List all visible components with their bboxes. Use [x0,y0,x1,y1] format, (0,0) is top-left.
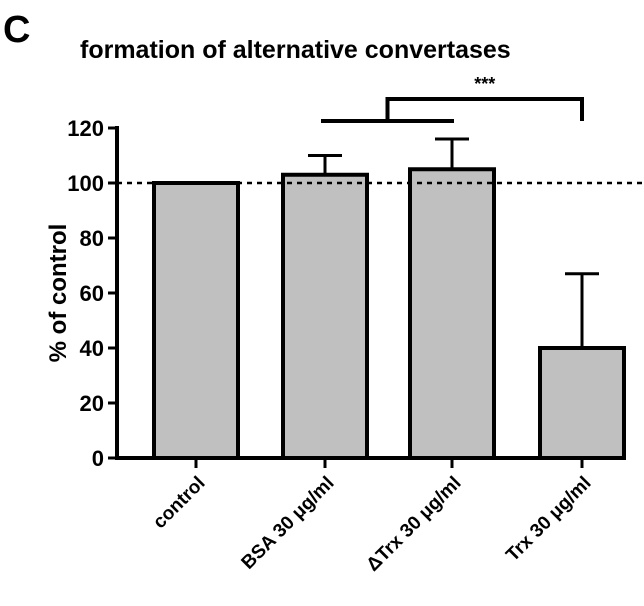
y-tick-label: 80 [80,226,104,251]
significance-bracket [385,97,584,121]
y-tick-label: 20 [80,391,104,416]
bar [408,167,496,460]
plot-area: 0 20 40 60 80 100 120 control BSA 30 μg/ml ΔTrx 3… [67,74,642,576]
significance-label: *** [474,74,495,94]
chart-title: formation of alternative convertases [80,36,511,64]
y-tick-label: 100 [67,171,104,196]
x-tick-label: ΔTrx 30 μg/ml [363,473,466,576]
y-tick-label: 40 [80,336,104,361]
bar [152,181,240,460]
bar [538,346,626,460]
bar [281,172,369,460]
panel-label: C [3,9,30,51]
y-tick-label: 120 [67,116,104,141]
y-tick-label: 0 [92,446,104,471]
y-tick-label: 60 [80,281,104,306]
x-tick-label: BSA 30 μg/ml [238,473,339,574]
x-tick-label: Trx 30 μg/ml [502,473,595,566]
y-axis-label: % of control [45,224,72,363]
x-tick-label: control [149,473,209,533]
